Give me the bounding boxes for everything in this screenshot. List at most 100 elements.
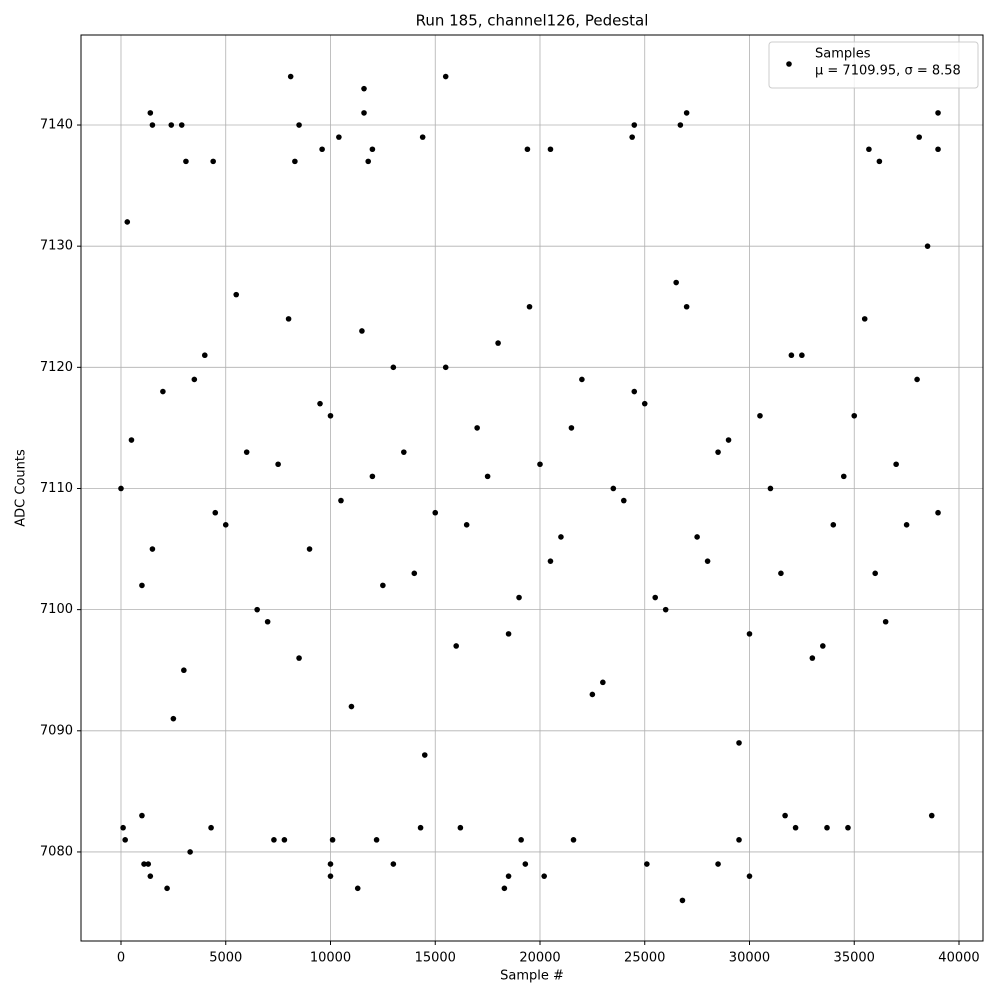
point	[916, 134, 922, 140]
point	[128, 437, 135, 443]
point	[168, 122, 175, 128]
point	[160, 388, 166, 395]
point	[191, 376, 198, 383]
point	[432, 509, 439, 516]
point	[505, 631, 512, 637]
point	[495, 340, 501, 346]
point	[287, 73, 294, 80]
point	[222, 522, 229, 528]
point	[120, 824, 126, 831]
point	[365, 158, 372, 165]
point	[792, 824, 799, 831]
point	[233, 291, 240, 298]
y-tick-label: 7110	[40, 481, 73, 496]
point	[361, 110, 367, 116]
point	[348, 703, 355, 710]
legend: Samples μ = 7109.95, σ = 8.58	[768, 41, 979, 89]
point	[501, 885, 508, 892]
point	[118, 485, 124, 492]
point	[243, 449, 250, 455]
y-tick-label: 7100	[40, 602, 73, 617]
point	[296, 122, 302, 128]
legend-note: μ = 7109.95, σ = 8.58	[815, 64, 961, 79]
legend-label: Samples	[815, 47, 871, 62]
point	[124, 219, 131, 225]
point	[275, 461, 281, 468]
x-tick-label: 30000	[729, 951, 770, 966]
point	[390, 861, 397, 867]
point	[271, 837, 277, 843]
point	[679, 897, 686, 904]
point	[147, 110, 154, 116]
point	[149, 122, 156, 128]
point	[380, 582, 386, 589]
point	[457, 824, 464, 831]
point	[876, 158, 883, 165]
point	[518, 837, 524, 843]
x-tick-label: 5000	[209, 951, 242, 966]
point	[715, 861, 721, 867]
point	[629, 134, 635, 140]
point	[390, 364, 397, 371]
point	[882, 618, 889, 625]
point	[694, 534, 700, 540]
point	[715, 449, 721, 455]
y-tick-label: 7140	[40, 118, 73, 133]
point	[683, 110, 690, 116]
point	[570, 837, 577, 843]
point	[442, 73, 449, 80]
point	[673, 279, 679, 286]
point	[746, 631, 753, 637]
point	[683, 303, 690, 310]
point	[600, 679, 606, 686]
point	[147, 873, 154, 879]
point	[474, 425, 480, 431]
point	[524, 146, 531, 153]
point	[329, 837, 336, 843]
point	[778, 570, 784, 577]
legend-marker	[786, 61, 792, 67]
point	[537, 461, 543, 468]
point	[201, 352, 208, 359]
point	[935, 110, 941, 116]
point	[369, 146, 376, 153]
point	[935, 509, 941, 516]
x-axis-label: Sample #	[500, 969, 564, 984]
point	[824, 824, 830, 831]
point	[327, 861, 334, 867]
point	[327, 873, 334, 879]
point	[373, 837, 380, 843]
point	[122, 837, 128, 843]
point	[641, 400, 648, 407]
point	[319, 146, 325, 153]
y-tick-label: 7080	[40, 844, 73, 859]
point	[170, 715, 177, 722]
point	[788, 352, 795, 359]
point	[292, 158, 298, 165]
point	[421, 752, 428, 758]
point	[369, 473, 376, 480]
x-tick-label: 35000	[834, 951, 875, 966]
point	[851, 412, 858, 419]
points	[118, 73, 941, 904]
point	[866, 146, 872, 153]
x-tick-label: 20000	[519, 951, 560, 966]
point	[924, 243, 931, 249]
point	[208, 824, 214, 831]
point	[411, 570, 418, 577]
point	[652, 594, 659, 601]
point	[327, 412, 334, 419]
point	[522, 861, 529, 867]
y-tick-label: 7120	[40, 360, 73, 375]
point	[914, 376, 920, 383]
point	[579, 376, 585, 383]
point	[264, 618, 271, 625]
point	[296, 655, 302, 661]
point	[820, 643, 826, 649]
x-tick-label: 15000	[415, 951, 456, 966]
point	[505, 873, 512, 879]
point	[149, 546, 156, 552]
point	[903, 522, 910, 528]
